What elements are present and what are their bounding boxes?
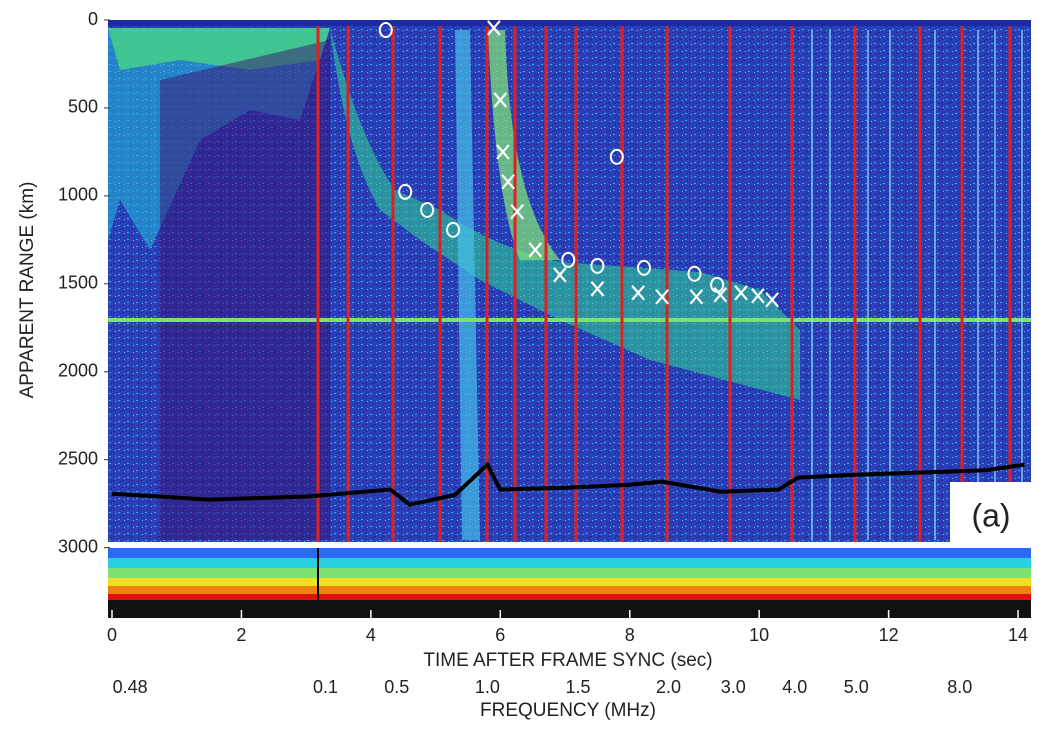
x-tick-label: 2 bbox=[236, 625, 246, 645]
x-tick-label: 10 bbox=[749, 625, 769, 645]
x-mode-point bbox=[590, 281, 605, 297]
x2-tick-label: 8.0 bbox=[947, 677, 972, 697]
x-mode-point bbox=[493, 92, 508, 108]
o-mode-point bbox=[636, 259, 651, 276]
annotation-box: (a) bbox=[950, 482, 1032, 548]
y-tick-label: 1000 bbox=[58, 185, 98, 205]
x-mode-point bbox=[751, 288, 765, 304]
trace-line bbox=[111, 461, 1025, 507]
x2-tick-label: 3.0 bbox=[721, 677, 746, 697]
x-mode-point bbox=[655, 289, 669, 305]
o-mode-point bbox=[687, 265, 702, 282]
x2-tick-label: 1.0 bbox=[475, 677, 500, 697]
y-tick-label: 3000 bbox=[58, 536, 98, 556]
x2-tick-label: 5.0 bbox=[844, 677, 869, 697]
y-tick-label: 2000 bbox=[58, 361, 98, 381]
x2-tick-label: 0.1 bbox=[313, 677, 338, 697]
o-mode-point bbox=[590, 257, 605, 274]
x2-tick-label: 1.5 bbox=[565, 677, 590, 697]
o-mode-point bbox=[398, 183, 413, 200]
color-scale bbox=[108, 548, 1031, 618]
x-mode-point bbox=[487, 20, 501, 36]
o-mode-point bbox=[446, 221, 461, 238]
x-tick-label: 4 bbox=[366, 625, 376, 645]
x-tick-label: 8 bbox=[625, 625, 635, 645]
x2-tick-label: 0.5 bbox=[384, 677, 409, 697]
x2-tick-label: 2.0 bbox=[656, 677, 681, 697]
x2-tick-label: 4.0 bbox=[782, 677, 807, 697]
x2-axis-label: FREQUENCY (MHz) bbox=[480, 700, 656, 721]
x-axis-label: TIME AFTER FRAME SYNC (sec) bbox=[423, 650, 712, 671]
x-tick-label: 6 bbox=[495, 625, 505, 645]
o-mode-point bbox=[378, 22, 393, 39]
o-mode-point bbox=[609, 148, 624, 165]
y-tick-label: 2500 bbox=[58, 448, 98, 468]
x-mode-point bbox=[765, 292, 779, 308]
x-mode-point bbox=[553, 267, 567, 283]
annotation: (a) bbox=[971, 497, 1010, 533]
x-mode-point bbox=[734, 285, 748, 301]
x-mode-point bbox=[631, 285, 645, 301]
x-tick-label: 14 bbox=[1008, 625, 1028, 645]
x-mode-point bbox=[496, 144, 510, 160]
y-tick-label: 1500 bbox=[58, 273, 98, 293]
y-axis-label: APPARENT RANGE (km) bbox=[17, 182, 38, 399]
x-mode-point bbox=[528, 242, 543, 258]
o-mode-point bbox=[420, 201, 435, 218]
y-tick-label: 0 bbox=[88, 9, 98, 29]
x-mode-point bbox=[501, 174, 515, 190]
o-mode-point bbox=[561, 251, 576, 268]
x-mode-point bbox=[713, 287, 728, 303]
x-mode-point bbox=[510, 203, 524, 220]
x2-tick-label: 0.48 bbox=[113, 677, 148, 697]
x-tick-label: 12 bbox=[879, 625, 899, 645]
x-tick-label: 0 bbox=[107, 625, 117, 645]
plot-background bbox=[108, 20, 1031, 542]
x-mode-point bbox=[689, 289, 704, 305]
y-tick-label: 500 bbox=[68, 97, 98, 117]
